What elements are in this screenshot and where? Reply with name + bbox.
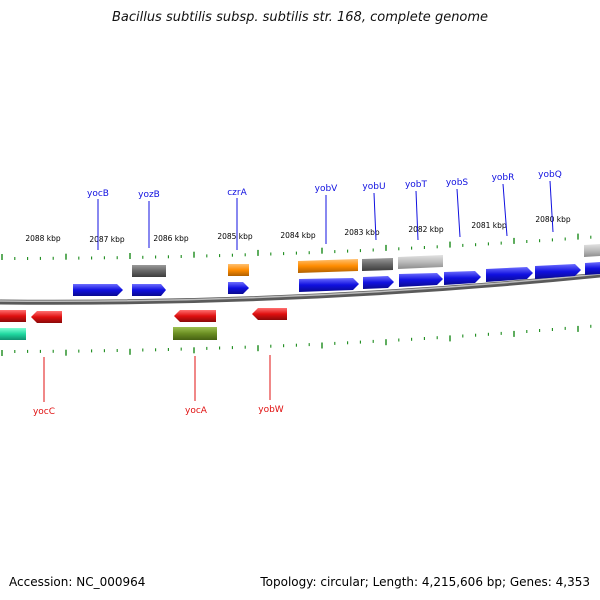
leader-yobS bbox=[456, 188, 461, 238]
forward-gene-labels: yocB yozB czrA yobV yobU yobT yobS yobR … bbox=[87, 170, 562, 200]
genome-backbone-highlight bbox=[0, 273, 600, 303]
gene-label-yocC[interactable]: yocC bbox=[33, 407, 55, 417]
gene-label-yocB[interactable]: yocB bbox=[87, 189, 109, 199]
feature-light-edge[interactable] bbox=[584, 244, 600, 257]
forward-leaders bbox=[97, 180, 554, 250]
feature-orange-czrA[interactable] bbox=[228, 264, 249, 276]
gene-yobW[interactable] bbox=[252, 308, 287, 320]
feature-gray-yozB[interactable] bbox=[132, 265, 166, 277]
scale-label-2084: 2084 kbp bbox=[280, 231, 316, 240]
reverse-leaders bbox=[43, 355, 271, 402]
scale-label-2086: 2086 kbp bbox=[153, 234, 189, 243]
genome-backbone bbox=[0, 272, 600, 305]
gene-yobU[interactable] bbox=[363, 276, 394, 289]
gene-label-yobS[interactable]: yobS bbox=[446, 178, 469, 188]
scale-label-2088: 2088 kbp bbox=[25, 234, 61, 243]
gene-yocC[interactable] bbox=[31, 311, 62, 323]
gene-yocA[interactable] bbox=[174, 310, 216, 322]
gene-label-yobW[interactable]: yobW bbox=[258, 405, 284, 415]
forward-features-lane2 bbox=[132, 244, 600, 277]
leader-yobQ bbox=[549, 180, 554, 233]
feature-orange-yobV[interactable] bbox=[298, 259, 358, 273]
scale-label-2082: 2082 kbp bbox=[408, 225, 444, 234]
gene-yozB[interactable] bbox=[132, 284, 166, 296]
gene-edge-right[interactable] bbox=[585, 262, 600, 275]
gene-label-czrA[interactable]: czrA bbox=[227, 188, 247, 198]
gene-label-yobU[interactable]: yobU bbox=[362, 182, 385, 192]
scale-label-2087: 2087 kbp bbox=[89, 235, 125, 244]
scale-label-2083: 2083 kbp bbox=[344, 228, 380, 237]
gene-label-yobQ[interactable]: yobQ bbox=[538, 170, 562, 180]
gene-yobT[interactable] bbox=[399, 273, 443, 287]
map-title: Bacillus subtilis subsp. subtilis str. 1… bbox=[111, 10, 489, 25]
gene-yobR[interactable] bbox=[486, 267, 533, 282]
accession-label: Accession: NC_000964 bbox=[9, 575, 146, 589]
gene-label-yobV[interactable]: yobV bbox=[315, 184, 339, 194]
gene-yobQ[interactable] bbox=[535, 264, 581, 279]
reverse-genes bbox=[0, 308, 287, 340]
scale-label-2080: 2080 kbp bbox=[535, 215, 571, 224]
gene-yobV[interactable] bbox=[299, 278, 359, 292]
leader-yobR bbox=[502, 183, 508, 237]
reverse-gene-labels: yocC yocA yobW bbox=[33, 405, 284, 417]
leader-yobU bbox=[373, 192, 377, 241]
feature-teal-edge[interactable] bbox=[0, 328, 26, 340]
feature-light-yobT[interactable] bbox=[398, 255, 443, 269]
gene-yobS[interactable] bbox=[444, 271, 481, 285]
feature-gray-yobU[interactable] bbox=[362, 258, 393, 271]
gene-label-yocA[interactable]: yocA bbox=[185, 406, 208, 416]
gene-czrA[interactable] bbox=[228, 282, 249, 294]
scale-label-2081: 2081 kbp bbox=[471, 221, 507, 230]
feature-olive-yocA[interactable] bbox=[173, 327, 217, 340]
gene-label-yobR[interactable]: yobR bbox=[492, 173, 515, 183]
scale-ticks-top bbox=[1, 233, 592, 260]
topology-label: Topology: circular; Length: 4,215,606 bp… bbox=[260, 575, 590, 589]
gene-yocB[interactable] bbox=[73, 284, 123, 296]
gene-label-yobT[interactable]: yobT bbox=[405, 180, 428, 190]
leader-yobT bbox=[415, 190, 419, 241]
scale-label-2085: 2085 kbp bbox=[217, 232, 253, 241]
scale-labels: 2088 kbp 2087 kbp 2086 kbp 2085 kbp 2084… bbox=[25, 215, 571, 244]
forward-genes bbox=[73, 262, 600, 296]
scale-ticks-bottom bbox=[1, 324, 592, 356]
gene-label-yozB[interactable]: yozB bbox=[138, 190, 160, 200]
gene-rev-edge-1[interactable] bbox=[0, 310, 26, 322]
